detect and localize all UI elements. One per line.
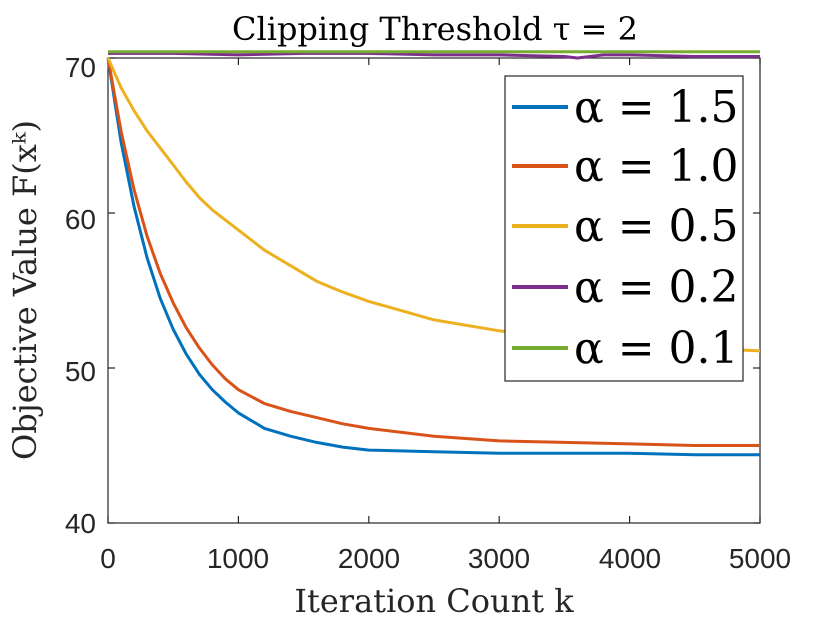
- tick-marks: [107, 57, 761, 524]
- legend-entry: α = 0.1: [512, 323, 739, 374]
- y-tick-label: 70: [65, 52, 96, 83]
- x-tick-label: 2000: [338, 543, 400, 574]
- chart-title: Clipping Threshold τ = 2: [232, 10, 638, 48]
- legend-entry: α = 1.5: [512, 82, 739, 133]
- legend-entry: α = 1.0: [512, 141, 739, 192]
- series-line-3: [108, 51, 760, 60]
- legend-entry: α = 0.2: [512, 262, 739, 313]
- legend-label: α = 1.0: [574, 141, 739, 192]
- x-tick-labels: 0 1000 2000 3000 4000 5000: [100, 543, 791, 574]
- x-tick-label: 4000: [599, 543, 661, 574]
- series-line-0: [106, 57, 760, 457]
- y-tick-labels: 40 50 60 70: [65, 52, 96, 539]
- series-line-1: [106, 57, 760, 447]
- x-tick-label: 3000: [468, 543, 530, 574]
- y-axis-label: Objective Value F(xᵏ): [6, 120, 44, 460]
- x-tick-label: 0: [100, 543, 116, 574]
- legend-entry: α = 0.5: [512, 201, 739, 252]
- legend-label: α = 1.5: [574, 82, 739, 133]
- legend: α = 1.5 α = 1.0 α = 0.5 α = 0.2 α = 0.1: [504, 75, 744, 382]
- x-tick-label: 5000: [729, 543, 791, 574]
- legend-box: [504, 75, 744, 382]
- y-tick-label: 60: [65, 204, 96, 235]
- legend-label: α = 0.2: [574, 262, 739, 313]
- x-axis-label: Iteration Count k: [294, 582, 574, 620]
- legend-label: α = 0.5: [574, 201, 739, 252]
- x-tick-label: 1000: [207, 543, 269, 574]
- legend-label: α = 0.1: [574, 323, 739, 374]
- y-tick-label: 40: [65, 508, 96, 539]
- y-tick-label: 50: [65, 356, 96, 387]
